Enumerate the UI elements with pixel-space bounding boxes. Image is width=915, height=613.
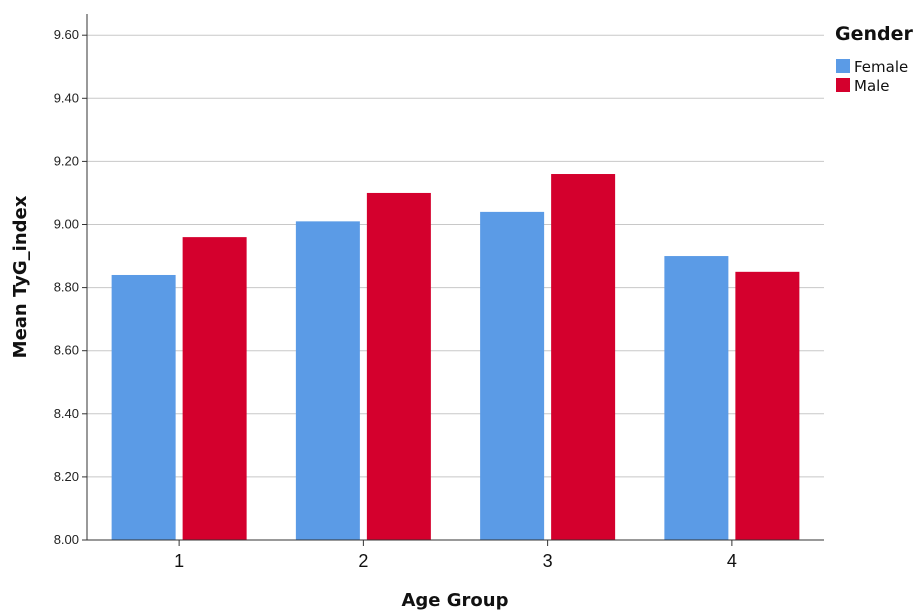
y-tick-label: 9.00 (54, 217, 79, 232)
legend-title: Gender (835, 23, 913, 45)
axes (86, 14, 824, 541)
x-tick-label: 2 (358, 551, 368, 571)
x-tick-label: 3 (543, 551, 553, 571)
bar-male-group-1 (182, 237, 247, 540)
y-tick-label: 8.00 (54, 532, 79, 547)
bars (111, 174, 800, 540)
bar-male-group-3 (551, 174, 616, 540)
y-tick-label: 9.40 (54, 90, 79, 105)
legend: Gender Female Male (835, 23, 913, 95)
legend-swatch-female (836, 59, 850, 73)
x-tick-labels: 1 2 3 4 (174, 540, 737, 571)
y-axis-title: Mean TyG_index (10, 195, 31, 358)
y-tick-label: 9.60 (54, 27, 79, 42)
y-tick-label: 9.20 (54, 153, 79, 168)
y-tick-label: 8.80 (54, 280, 79, 295)
x-tick-label: 1 (174, 551, 184, 571)
legend-label-female: Female (854, 58, 908, 76)
bar-female-group-1 (111, 274, 176, 540)
bar-male-group-2 (366, 192, 431, 540)
y-tick-label: 8.20 (54, 469, 79, 484)
legend-label-male: Male (854, 77, 890, 95)
bar-female-group-4 (664, 256, 729, 540)
legend-swatch-male (836, 78, 850, 92)
y-tick-label: 8.40 (54, 406, 79, 421)
y-tick-label: 8.60 (54, 343, 79, 358)
bar-female-group-3 (480, 211, 545, 540)
bar-male-group-4 (735, 271, 800, 540)
bar-female-group-2 (295, 221, 360, 540)
x-tick-label: 4 (727, 551, 737, 571)
x-axis-title: Age Group (401, 590, 508, 611)
y-tick-labels: 8.00 8.20 8.40 8.60 8.80 9.00 9.20 9.40 9.60 (54, 27, 87, 547)
